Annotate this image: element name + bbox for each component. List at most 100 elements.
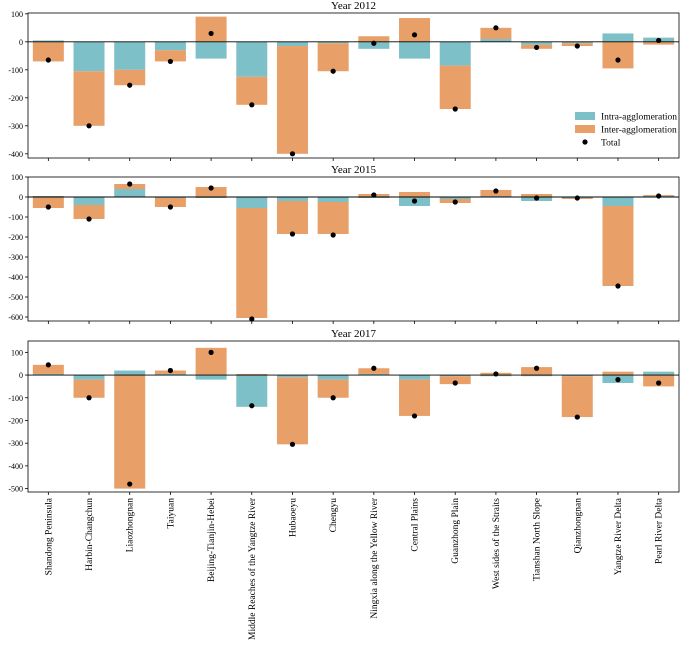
category-label: Tianshan North Slope [533, 498, 543, 581]
total-point [656, 193, 662, 199]
bar-intra [114, 41, 146, 70]
y-tick-label: 0 [19, 38, 23, 47]
bar-intra [236, 197, 268, 208]
category-label: Middle Reaches of the Yangtze River [247, 497, 258, 640]
bar-inter [602, 371, 634, 376]
bar-inter [114, 69, 146, 86]
y-tick-label: -200 [8, 233, 23, 242]
total-point [330, 232, 336, 238]
bar-intra [399, 41, 431, 59]
panel-title: Year 2017 [331, 328, 377, 340]
category-label: Yangtze River Delta [614, 497, 624, 575]
total-point [289, 231, 296, 237]
y-tick-label: -400 [8, 150, 23, 159]
total-point [533, 44, 540, 51]
bar-intra [480, 39, 512, 42]
bar-inter [32, 364, 64, 374]
panel-1: Year 2012 100 0 -100 -200 -300 -400 [8, 0, 680, 161]
total-point [86, 395, 92, 401]
bar-intra [154, 41, 186, 51]
category-label: Harbin-Changchun [85, 498, 95, 571]
bar-intra [73, 197, 105, 205]
bar-inter [480, 27, 512, 40]
legend-swatch [575, 125, 595, 133]
category-label: Hubaoeyu [288, 498, 298, 537]
bar-intra [32, 196, 64, 197]
category-label: Beijing-Tianjin-Hebei [207, 498, 217, 582]
chart-panels: Year 2012 100 0 -100 -200 -300 -400 Year 2015 10… [8, 0, 680, 495]
bar-inter [317, 379, 349, 398]
category-label: Ningxia along the Yellow River [370, 497, 380, 618]
bar-intra [439, 197, 471, 199]
bar-inter [32, 197, 64, 208]
bar-inter [154, 50, 186, 62]
total-point [574, 195, 580, 201]
bar-intra [358, 373, 390, 376]
total-point [615, 377, 621, 383]
bar-inter [602, 206, 634, 286]
total-point [45, 204, 51, 210]
bar-intra [561, 41, 593, 44]
total-point [208, 349, 214, 355]
total-point [249, 316, 255, 322]
total-point [574, 414, 580, 420]
bar-inter [154, 198, 186, 207]
y-tick-label: -300 [8, 439, 23, 448]
y-tick-label: -100 [8, 66, 23, 75]
total-point [411, 198, 418, 204]
total-point [127, 82, 133, 88]
y-tick-label: -500 [8, 293, 23, 302]
bar-intra [399, 375, 431, 380]
bar-intra [114, 189, 146, 197]
total-point [127, 181, 133, 187]
bar-inter [195, 16, 227, 42]
legend-label: Inter-agglomeration [601, 126, 677, 136]
bar-intra [32, 40, 64, 42]
total-point [615, 283, 621, 289]
total-point [656, 380, 662, 386]
y-tick-label: 0 [19, 193, 23, 202]
bar-inter [236, 208, 268, 318]
bar-intra [439, 375, 471, 377]
bar-intra [602, 33, 634, 42]
bar-intra [521, 41, 553, 45]
bar-intra [73, 375, 105, 380]
total-point [371, 192, 377, 198]
bar-intra [521, 375, 553, 377]
plot-frame [27, 340, 680, 493]
y-tick-label: 100 [11, 10, 23, 19]
bar-inter [317, 202, 349, 234]
legend-marker [582, 139, 588, 145]
category-label: Chengyu [329, 498, 339, 533]
category-label: Central Plains [411, 498, 421, 552]
total-point [289, 441, 296, 447]
bar-intra [114, 370, 146, 376]
panel-3: Year 2017 100 0 -100 -200 -300 -400 -500 [8, 328, 680, 495]
bar-intra [276, 197, 308, 201]
legend-label: Total [601, 139, 621, 149]
bar-inter [276, 201, 308, 234]
total-point [249, 403, 255, 409]
category-axis-labels: Shandong Peninsula Harbin-Changchun Liaozh… [44, 497, 664, 640]
total-point [533, 365, 540, 371]
plot-frame [27, 176, 680, 322]
panel-title: Year 2012 [331, 0, 376, 12]
bar-intra [32, 373, 64, 376]
total-point [167, 367, 174, 374]
y-tick-label: -400 [8, 273, 23, 282]
total-point [167, 58, 174, 65]
bar-intra [317, 375, 349, 380]
bar-intra [561, 375, 593, 377]
bar-inter [236, 373, 268, 376]
bar-inter [439, 376, 471, 385]
total-point [45, 362, 51, 368]
category-label: Shandong Peninsula [44, 497, 54, 575]
bar-intra [73, 41, 105, 72]
bar-inter [32, 41, 64, 62]
y-tick-label: 0 [19, 371, 23, 380]
y-tick-label: -600 [8, 313, 23, 322]
category-label: Taiyuan [166, 498, 176, 529]
bar-intra [602, 197, 634, 206]
total-point [167, 204, 174, 210]
legend-label: Intra-agglomeration [601, 113, 677, 123]
